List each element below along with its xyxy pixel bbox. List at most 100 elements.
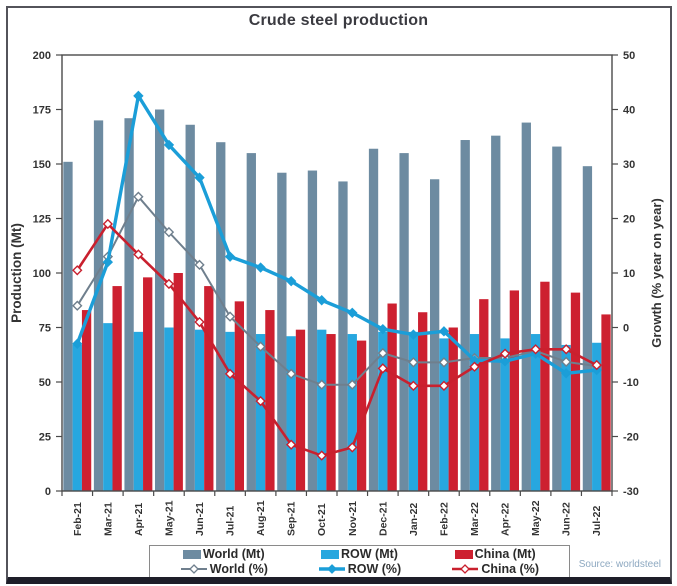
x-label-jul-22: Jul-22 bbox=[591, 505, 603, 536]
right-tick-label: -20 bbox=[623, 432, 639, 444]
bar-china-mt-jul-22 bbox=[601, 314, 611, 491]
marker-china-aug-21 bbox=[255, 395, 266, 407]
right-tick-label: 20 bbox=[623, 214, 635, 226]
chart-legend: World (Mt) ROW (Mt) China (Mt) World (%) ROW… bbox=[149, 545, 570, 578]
x-label-mar-22: Mar-22 bbox=[469, 502, 481, 536]
line-series-china bbox=[72, 218, 602, 461]
bar-series-china-mt bbox=[81, 273, 611, 491]
left-tick-label: 25 bbox=[39, 432, 51, 444]
marker-china-sep-21 bbox=[285, 439, 297, 450]
x-label-jan-22: Jan-22 bbox=[408, 503, 420, 536]
marker-china-dec-21 bbox=[377, 363, 389, 374]
bar-world-mt-dec-21 bbox=[368, 148, 379, 492]
marker-world-may-21 bbox=[163, 226, 175, 238]
marker-world-dec-21 bbox=[377, 347, 389, 359]
line-row bbox=[75, 94, 597, 375]
x-label-dec-21: Dec-21 bbox=[377, 501, 389, 536]
marker-row-oct-21 bbox=[316, 295, 327, 306]
x-label-nov-21: Nov-21 bbox=[347, 501, 359, 536]
bar-china-mt-sep-21 bbox=[295, 329, 306, 491]
marker-world-oct-21 bbox=[316, 379, 327, 390]
bar-world-mt-feb-21 bbox=[63, 161, 73, 491]
marker-china-mar-21 bbox=[102, 218, 114, 230]
bar-china-mt-apr-22 bbox=[509, 290, 520, 491]
line-china bbox=[76, 222, 598, 457]
chart-title: Crude steel production bbox=[248, 12, 429, 29]
bar-series-world-mt bbox=[63, 109, 593, 492]
right-tick-label: 0 bbox=[623, 323, 629, 335]
bar-world-mt-aug-21 bbox=[246, 153, 256, 491]
right-tick-label: 50 bbox=[623, 50, 635, 62]
bar-row-mt-feb-22 bbox=[439, 338, 449, 491]
bar-china-mt-jun-22 bbox=[570, 292, 581, 491]
marker-china-jun-21 bbox=[194, 316, 205, 328]
bar-china-mt-mar-21 bbox=[112, 286, 122, 491]
bar-china-mt-mar-22 bbox=[479, 299, 489, 491]
bar-row-mt-jan-22 bbox=[408, 331, 419, 491]
bar-row-mt-may-22 bbox=[530, 334, 541, 491]
bar-china-mt-nov-21 bbox=[356, 340, 367, 491]
legend-bar-swatch-world-mt bbox=[183, 549, 202, 559]
marker-china-feb-22 bbox=[438, 380, 450, 392]
bar-row-mt-jun-22 bbox=[561, 344, 571, 491]
marker-row-apr-22 bbox=[499, 356, 511, 367]
marker-row-apr-21 bbox=[133, 90, 144, 102]
x-label-jul-21: Jul-21 bbox=[225, 505, 237, 536]
marker-china-feb-21 bbox=[72, 265, 83, 276]
marker-row-nov-21 bbox=[347, 307, 358, 318]
bar-china-mt-may-21 bbox=[173, 273, 183, 491]
bar-world-mt-jan-22 bbox=[399, 153, 409, 491]
x-label-mar-21: Mar-21 bbox=[102, 502, 114, 536]
bar-world-mt-apr-21 bbox=[124, 118, 134, 491]
legend-item-china: China (%) bbox=[427, 562, 563, 576]
marker-world-sep-21 bbox=[285, 368, 297, 380]
x-label-feb-21: Feb-21 bbox=[72, 502, 84, 536]
bar-world-mt-jul-21 bbox=[216, 142, 226, 491]
right-tick-label: 10 bbox=[623, 268, 635, 280]
marker-row-jul-21 bbox=[224, 251, 236, 262]
bar-world-mt-feb-22 bbox=[429, 179, 440, 491]
legend-item-row: ROW (%) bbox=[292, 562, 428, 576]
bar-row-mt-nov-21 bbox=[347, 334, 357, 491]
legend-item-world-mt: World (Mt) bbox=[156, 547, 292, 561]
marker-world-jun-21 bbox=[194, 259, 205, 271]
x-label-jun-21: Jun-21 bbox=[194, 502, 206, 536]
left-tick-label: 75 bbox=[39, 323, 51, 335]
marker-china-oct-21 bbox=[316, 450, 327, 461]
marker-china-jul-21 bbox=[224, 368, 236, 380]
marker-china-may-22 bbox=[530, 344, 541, 355]
marker-china-apr-21 bbox=[133, 249, 144, 260]
left-tick-label: 50 bbox=[39, 377, 51, 389]
bar-china-mt-jul-21 bbox=[234, 301, 245, 491]
bar-world-mt-jun-22 bbox=[552, 146, 562, 491]
bar-row-mt-oct-21 bbox=[317, 329, 327, 491]
bar-world-mt-mar-22 bbox=[460, 140, 470, 491]
left-tick-label: 0 bbox=[45, 486, 51, 498]
marker-row-may-21 bbox=[163, 139, 175, 151]
marker-world-feb-21 bbox=[72, 300, 83, 311]
marker-china-mar-22 bbox=[469, 361, 480, 372]
x-label-oct-21: Oct-21 bbox=[316, 503, 328, 536]
marker-world-aug-21 bbox=[255, 341, 266, 352]
bar-china-mt-apr-21 bbox=[143, 277, 153, 491]
bar-china-mt-dec-21 bbox=[387, 303, 397, 491]
bar-china-mt-aug-21 bbox=[265, 310, 275, 491]
bar-row-mt-jul-21 bbox=[225, 331, 235, 491]
marker-row-dec-21 bbox=[377, 323, 389, 335]
marker-world-feb-22 bbox=[438, 357, 450, 368]
x-label-feb-22: Feb-22 bbox=[438, 502, 450, 536]
left-tick-label: 125 bbox=[33, 214, 51, 226]
bar-row-mt-dec-21 bbox=[378, 331, 388, 491]
legend-item-world: World (%) bbox=[156, 562, 292, 576]
bar-world-mt-may-22 bbox=[521, 122, 531, 491]
marker-china-jun-22 bbox=[560, 344, 572, 355]
left-tick-label: 100 bbox=[33, 268, 51, 280]
bar-row-mt-mar-22 bbox=[469, 334, 480, 491]
marker-world-jun-22 bbox=[560, 356, 572, 368]
bar-row-mt-jun-21 bbox=[194, 329, 205, 491]
bar-row-mt-apr-21 bbox=[133, 331, 144, 491]
bar-world-mt-jul-22 bbox=[582, 166, 593, 491]
marker-row-aug-21 bbox=[255, 262, 266, 273]
bar-row-mt-jul-22 bbox=[592, 342, 602, 491]
bar-china-mt-jun-21 bbox=[204, 286, 214, 491]
